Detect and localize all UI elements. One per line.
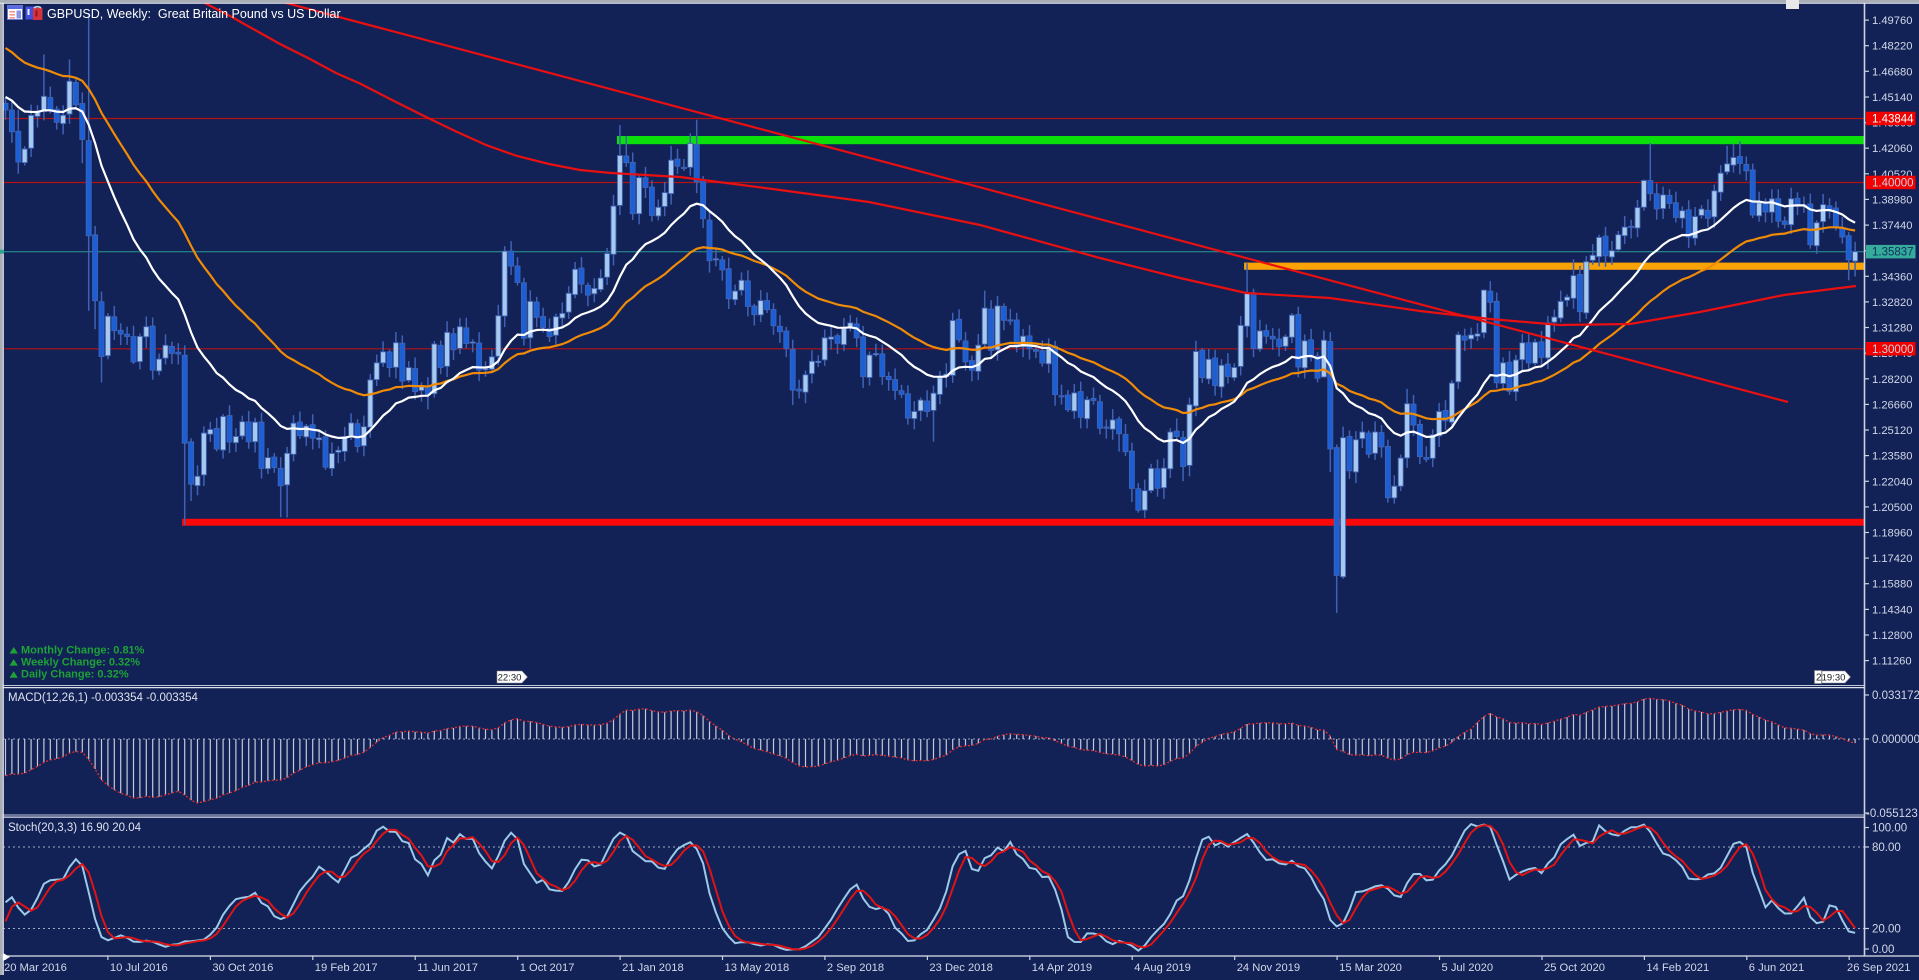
svg-text:0.033172: 0.033172 bbox=[1872, 690, 1919, 702]
svg-text:1.32820: 1.32820 bbox=[1872, 297, 1912, 309]
svg-text:-0.055123: -0.055123 bbox=[1866, 808, 1918, 820]
svg-text:1.12800: 1.12800 bbox=[1872, 630, 1912, 642]
svg-text:22:30: 22:30 bbox=[498, 673, 522, 684]
svg-text:80.00: 80.00 bbox=[1872, 842, 1901, 854]
svg-text:Weekly Change: 0.32%: Weekly Change: 0.32% bbox=[21, 657, 140, 669]
svg-text:1.31280: 1.31280 bbox=[1872, 323, 1912, 335]
svg-text:4 Aug 2019: 4 Aug 2019 bbox=[1134, 962, 1191, 974]
svg-text:20.00: 20.00 bbox=[1872, 924, 1901, 936]
svg-text:5 Jul 2020: 5 Jul 2020 bbox=[1442, 962, 1494, 974]
svg-text:1 Oct 2017: 1 Oct 2017 bbox=[520, 962, 575, 974]
svg-text:11 Jun 2017: 11 Jun 2017 bbox=[417, 962, 478, 974]
svg-text:1.43844: 1.43844 bbox=[1872, 114, 1914, 126]
svg-text:19 Feb 2017: 19 Feb 2017 bbox=[315, 962, 378, 974]
svg-text:14 Feb 2021: 14 Feb 2021 bbox=[1646, 962, 1709, 974]
svg-text:1.48220: 1.48220 bbox=[1872, 41, 1912, 53]
svg-text:1.45140: 1.45140 bbox=[1872, 92, 1912, 104]
svg-text:100.00: 100.00 bbox=[1872, 823, 1907, 835]
svg-text:2 Sep 2018: 2 Sep 2018 bbox=[827, 962, 884, 974]
svg-text:1.34360: 1.34360 bbox=[1872, 271, 1912, 283]
svg-text:24 Nov 2019: 24 Nov 2019 bbox=[1237, 962, 1300, 974]
svg-text:Monthly Change: 0.81%: Monthly Change: 0.81% bbox=[21, 645, 145, 657]
svg-text:14 Apr 2019: 14 Apr 2019 bbox=[1032, 962, 1092, 974]
svg-text:1.14340: 1.14340 bbox=[1872, 604, 1912, 616]
svg-text:1.35837: 1.35837 bbox=[1872, 247, 1914, 259]
svg-text:1.18960: 1.18960 bbox=[1872, 528, 1912, 540]
svg-text:19:30: 19:30 bbox=[1822, 673, 1846, 684]
svg-text:1.11260: 1.11260 bbox=[1872, 656, 1912, 668]
svg-text:21 Jan 2018: 21 Jan 2018 bbox=[622, 962, 684, 974]
svg-text:0.00: 0.00 bbox=[1872, 944, 1894, 956]
svg-text:0.000000: 0.000000 bbox=[1872, 734, 1919, 746]
svg-text:26 Sep 2021: 26 Sep 2021 bbox=[1847, 962, 1910, 974]
svg-text:1.30000: 1.30000 bbox=[1872, 344, 1914, 356]
svg-text:Daily Change: 0.32%: Daily Change: 0.32% bbox=[21, 669, 129, 681]
svg-text:1.42060: 1.42060 bbox=[1872, 143, 1912, 155]
svg-text:1.38980: 1.38980 bbox=[1872, 194, 1912, 206]
svg-text:1.46680: 1.46680 bbox=[1872, 66, 1912, 78]
svg-text:13 May 2018: 13 May 2018 bbox=[725, 962, 790, 974]
svg-text:30 Oct 2016: 30 Oct 2016 bbox=[212, 962, 273, 974]
svg-text:2: 2 bbox=[1816, 673, 1822, 684]
svg-text:1.49760: 1.49760 bbox=[1872, 15, 1912, 27]
svg-text:1.25120: 1.25120 bbox=[1872, 425, 1912, 437]
svg-text:1.23580: 1.23580 bbox=[1872, 451, 1912, 463]
svg-text:GBPUSD, Weekly: Great Britain: GBPUSD, Weekly: Great Britain Pound vs U… bbox=[47, 7, 341, 21]
svg-text:MACD(12,26,1) -0.003354 -0.003: MACD(12,26,1) -0.003354 -0.003354 bbox=[8, 692, 198, 704]
svg-text:15 Mar 2020: 15 Mar 2020 bbox=[1339, 962, 1402, 974]
svg-text:25 Oct 2020: 25 Oct 2020 bbox=[1544, 962, 1605, 974]
svg-text:1.28200: 1.28200 bbox=[1872, 374, 1912, 386]
svg-text:Stoch(20,3,3) 16.90 20.04: Stoch(20,3,3) 16.90 20.04 bbox=[8, 822, 142, 834]
svg-text:23 Dec 2018: 23 Dec 2018 bbox=[929, 962, 992, 974]
svg-text:1.40000: 1.40000 bbox=[1872, 178, 1914, 190]
svg-text:20 Mar 2016: 20 Mar 2016 bbox=[4, 962, 67, 974]
svg-text:1.15880: 1.15880 bbox=[1872, 579, 1912, 591]
svg-text:10 Jul 2016: 10 Jul 2016 bbox=[110, 962, 168, 974]
svg-text:6 Jun 2021: 6 Jun 2021 bbox=[1749, 962, 1804, 974]
svg-text:1.17420: 1.17420 bbox=[1872, 553, 1912, 565]
svg-text:1.37440: 1.37440 bbox=[1872, 220, 1912, 232]
svg-text:1.26660: 1.26660 bbox=[1872, 399, 1912, 411]
svg-text:1.20500: 1.20500 bbox=[1872, 502, 1912, 514]
svg-text:1.22040: 1.22040 bbox=[1872, 476, 1912, 488]
